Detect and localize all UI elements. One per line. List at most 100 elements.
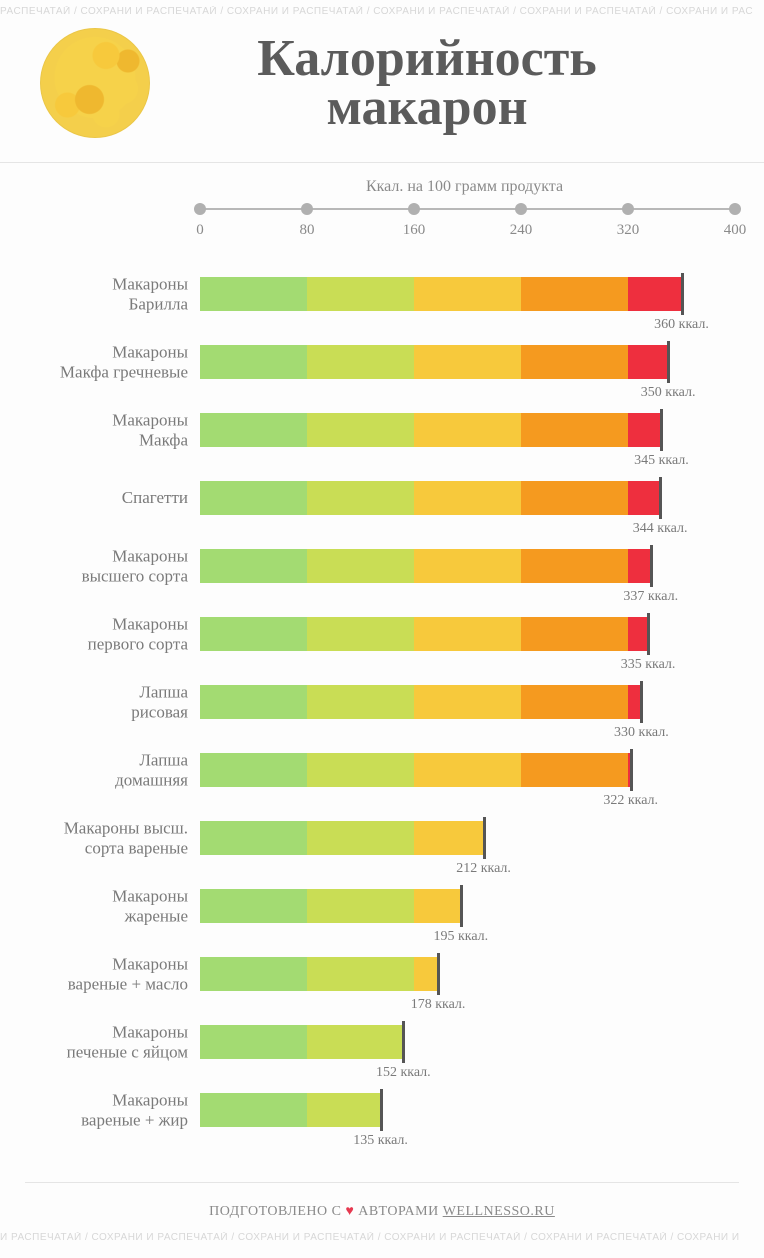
bar-segment [521,413,628,447]
chart-row: Макаронывареные + масло178 ккал. [0,940,764,1008]
chart-row: Макароныпервого сорта335 ккал. [0,600,764,668]
footer-site[interactable]: WELLNESSO.RU [443,1204,555,1219]
chart-row: Макароныжареные195 ккал. [0,872,764,940]
bar-segment [307,685,414,719]
row-label: Макароныпеченые с яйцом [0,1022,188,1061]
bar-segment [307,753,414,787]
chart-subtitle: Ккал. на 100 грамм продукта [200,178,729,196]
axis-tick-label: 80 [300,222,315,239]
axis-tick-dot [622,203,634,215]
bar: 335 ккал. [200,617,648,651]
row-label: Лапшарисовая [0,682,188,721]
bar: 195 ккал. [200,889,461,923]
bar-segment [414,345,521,379]
x-axis: 080160240320400 [200,208,735,210]
row-label: Макаронывареные + жир [0,1090,188,1129]
bar: 350 ккал. [200,345,668,379]
chart-row: Спагетти344 ккал. [0,464,764,532]
chart-row: МакароныМакфа345 ккал. [0,396,764,464]
chart-row: Лапшарисовая 330 ккал. [0,668,764,736]
bar-segment [521,345,628,379]
axis-tick-label: 0 [196,222,204,239]
bar-segment [414,549,521,583]
bar-segment [414,277,521,311]
bar-end-tick [659,477,662,519]
bar-segment [200,549,307,583]
chart-row: Макароныпеченые с яйцом 152 ккал. [0,1008,764,1076]
bar: 337 ккал. [200,549,651,583]
footer: ПОДГОТОВЛЕНО С ♥ АВТОРАМИ WELLNESSO.RU [0,1204,764,1220]
bar-segment [307,549,414,583]
chart-row: Макаронывысшего сорта337 ккал. [0,532,764,600]
bar-segment [200,413,307,447]
bar-segment [200,617,307,651]
chart-row: Макаронывареные + жир 135 ккал. [0,1076,764,1144]
bar: 178 ккал. [200,957,438,991]
row-label: Лапшадомашняя [0,750,188,789]
row-label: Спагетти [0,488,188,508]
bar-segment [628,617,648,651]
bar-segment [200,1025,307,1059]
watermark-bottom: И РАСПЕЧАТАЙ / СОХРАНИ И РАСПЕЧАТАЙ / СО… [0,1232,764,1252]
bar-segment [307,481,414,515]
bar-segment [521,617,628,651]
chart-row: Лапшадомашняя322 ккал. [0,736,764,804]
bar-segment [414,821,484,855]
bar-end-tick [640,681,643,723]
axis-tick-dot [301,203,313,215]
bar-segment [521,481,628,515]
bar-segment [200,345,307,379]
bar-end-tick [437,953,440,995]
title-line1: Калорийность [180,34,674,83]
bar-end-tick [650,545,653,587]
bar-segment [414,413,521,447]
chart-row: МакароныБарилла360 ккал. [0,260,764,328]
axis-tick-dot [408,203,420,215]
bar-segment [628,481,660,515]
bar-end-tick [681,273,684,315]
bar-segment [628,413,661,447]
bar-segment [521,277,628,311]
axis-tick-label: 160 [403,222,426,239]
bar: 345 ккал. [200,413,661,447]
axis-tick-label: 240 [510,222,533,239]
bar-segment [307,889,414,923]
pasta-image [40,28,150,138]
bar: 330 ккал. [200,685,641,719]
bar-segment [414,889,461,923]
axis-tick-label: 320 [617,222,640,239]
bar-segment [200,753,307,787]
bar-segment [200,957,307,991]
bar: 152 ккал. [200,1025,403,1059]
bar-segment [521,685,628,719]
bar-segment [307,1093,381,1127]
bar-segment [200,1093,307,1127]
bar-segment [414,685,521,719]
row-label: МакароныБарилла [0,274,188,313]
footer-prefix: ПОДГОТОВЛЕНО С [209,1204,345,1219]
bar-segment [307,957,414,991]
bar-segment [628,549,651,583]
chart-row: Макароны высш.сорта вареные212 ккал. [0,804,764,872]
axis-tick-dot [194,203,206,215]
bar: 135 ккал. [200,1093,381,1127]
bar: 212 ккал. [200,821,484,855]
footer-mid: АВТОРАМИ [354,1204,442,1219]
bar-segment [307,1025,403,1059]
title-block: Калорийность макарон [180,34,734,133]
bar-end-tick [483,817,486,859]
bar-segment [414,481,521,515]
heart-icon: ♥ [345,1204,354,1219]
bar-segment [200,821,307,855]
bar-segment [200,685,307,719]
bar-segment [200,277,307,311]
bar-segment [307,821,414,855]
bar-segment [200,889,307,923]
header: Калорийность макарон [0,0,764,163]
axis-tick-dot [515,203,527,215]
bar-segment [414,753,521,787]
bar-segment [628,345,668,379]
axis-tick-dot [729,203,741,215]
bar-end-tick [380,1089,383,1131]
bar-segment [414,617,521,651]
